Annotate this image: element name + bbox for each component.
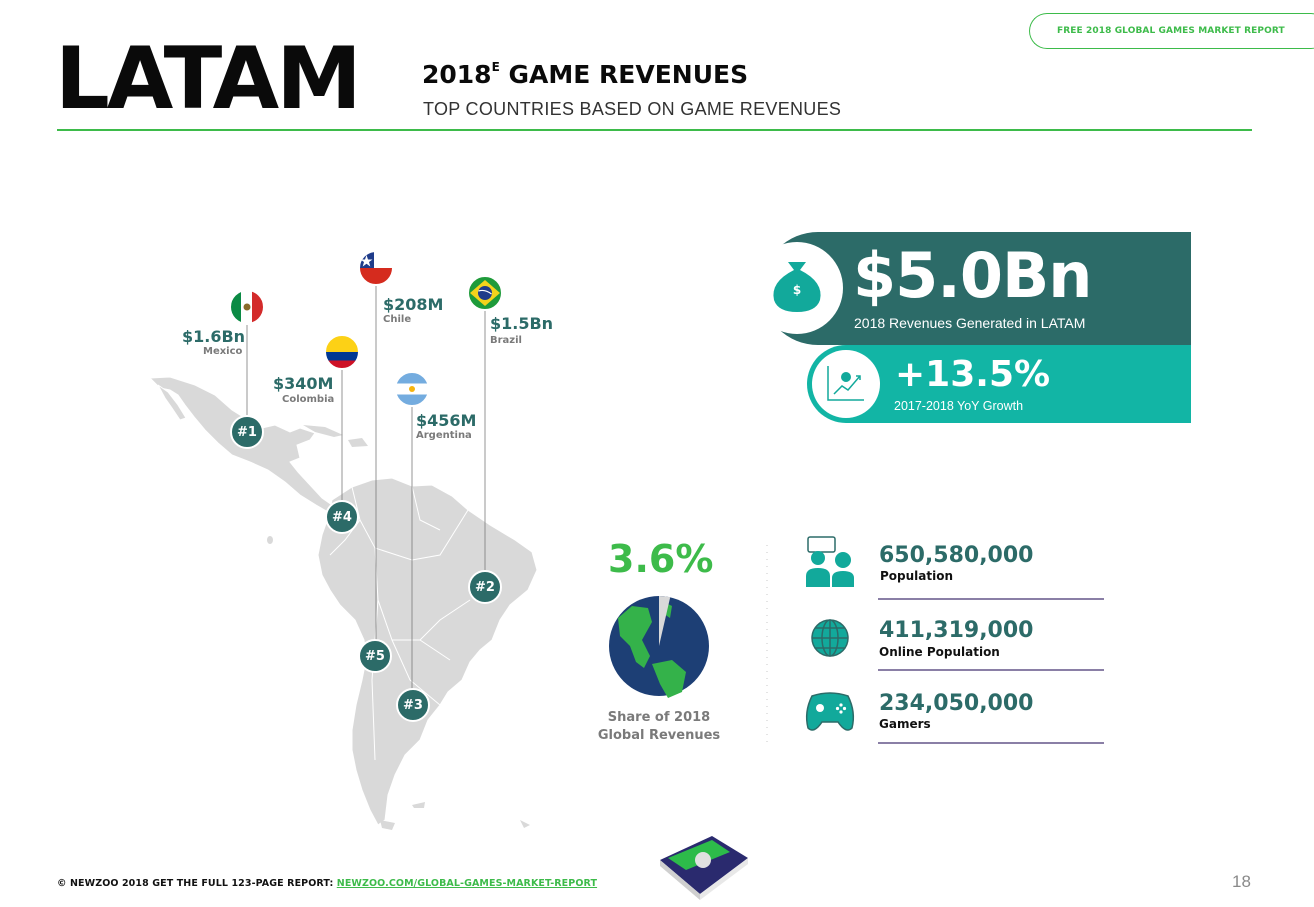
map-south-america xyxy=(317,477,538,826)
map-island xyxy=(267,536,273,544)
total-revenue-value: $5.0Bn xyxy=(853,239,1092,312)
argentina-label: Argentina xyxy=(416,430,472,441)
chile-label: Chile xyxy=(383,314,412,325)
gamers-label: Gamers xyxy=(879,717,931,731)
brazil-label: Brazil xyxy=(490,335,522,346)
argentina-revenue: $456M xyxy=(416,411,477,430)
mexico-flag-icon xyxy=(229,289,265,325)
rank-marker-chile: #5 xyxy=(358,639,392,673)
leader-lines xyxy=(246,286,486,690)
population-label: Population xyxy=(880,569,954,583)
share-caption-line1: Share of 2018 xyxy=(607,710,711,725)
footer: © NEWZOO 2018 GET THE FULL 123-PAGE REPO… xyxy=(57,878,597,889)
colombia-flag-icon xyxy=(324,334,360,370)
region-title: LATAM xyxy=(55,29,362,129)
growth-caption: 2017-2018 YoY Growth xyxy=(894,399,1024,413)
colombia-label: Colombia xyxy=(282,394,335,405)
share-pie-chart xyxy=(609,596,709,698)
title-text: GAME REVENUES xyxy=(499,60,749,89)
brazil-revenue: $1.5Bn xyxy=(490,314,554,333)
share-slice xyxy=(659,596,671,646)
report-cover-thumbnail xyxy=(660,836,748,900)
growth-icon-circle xyxy=(812,350,880,418)
map-baja xyxy=(157,384,187,421)
title-superscript: E xyxy=(491,60,500,74)
chile-revenue: $208M xyxy=(383,295,444,314)
growth-value: +13.5% xyxy=(895,354,1051,395)
mexico-revenue: $1.6Bn xyxy=(182,327,246,346)
population-divider xyxy=(878,598,1104,600)
colombia-revenue: $340M xyxy=(273,374,334,393)
map-island-south xyxy=(520,820,530,828)
money-bag-icon: $ xyxy=(773,262,821,312)
people-icon xyxy=(806,536,854,587)
title-year: 2018 xyxy=(422,60,492,89)
map-cuba xyxy=(303,425,343,437)
map-tierra-del-fuego xyxy=(380,820,395,830)
page-subtitle: TOP COUNTRIES BASED ON GAME REVENUES xyxy=(423,99,842,119)
online-population-value: 411,319,000 xyxy=(879,618,1034,643)
gamers-divider xyxy=(878,742,1104,744)
rank-marker-mexico: #1 xyxy=(230,415,264,449)
growth-chart-icon xyxy=(827,366,864,401)
rank-marker-colombia: #4 xyxy=(325,500,359,534)
online-population-divider xyxy=(878,669,1104,671)
brazil-flag-icon xyxy=(467,275,503,311)
online-population-label: Online Population xyxy=(879,645,1000,659)
total-revenue-caption: 2018 Revenues Generated in LATAM xyxy=(854,315,1086,331)
growth-banner xyxy=(807,345,1191,423)
population-value: 650,580,000 xyxy=(879,543,1034,568)
gamers-value: 234,050,000 xyxy=(879,691,1034,716)
global-share-value: 3.6% xyxy=(608,537,714,581)
footer-copyright: © NEWZOO 2018 GET THE FULL 123-PAGE REPO… xyxy=(57,878,337,889)
map-falklands xyxy=(412,802,425,808)
report-link[interactable]: NEWZOO.COM/GLOBAL-GAMES-MARKET-REPORT xyxy=(336,878,598,889)
svg-text:$: $ xyxy=(793,283,801,297)
report-badge[interactable]: FREE 2018 GLOBAL GAMES MARKET REPORT xyxy=(1029,13,1314,49)
argentina-flag-icon xyxy=(394,371,430,407)
global-share-caption: Share of 2018 Global Revenues xyxy=(585,709,733,744)
chile-flag-icon xyxy=(358,250,394,286)
rank-marker-argentina: #3 xyxy=(396,688,430,722)
rank-marker-brazil: #2 xyxy=(468,570,502,604)
page-number: 18 xyxy=(1232,872,1251,891)
map-hispaniola xyxy=(348,438,368,447)
header-divider xyxy=(57,129,1252,131)
revenue-banner xyxy=(761,231,1191,345)
mexico-label: Mexico xyxy=(203,346,243,357)
share-caption-line2: Global Revenues xyxy=(597,727,721,743)
globe-icon xyxy=(811,619,849,657)
gamepad-icon xyxy=(805,692,855,731)
page-title: 2018E GAME REVENUES xyxy=(422,61,748,87)
